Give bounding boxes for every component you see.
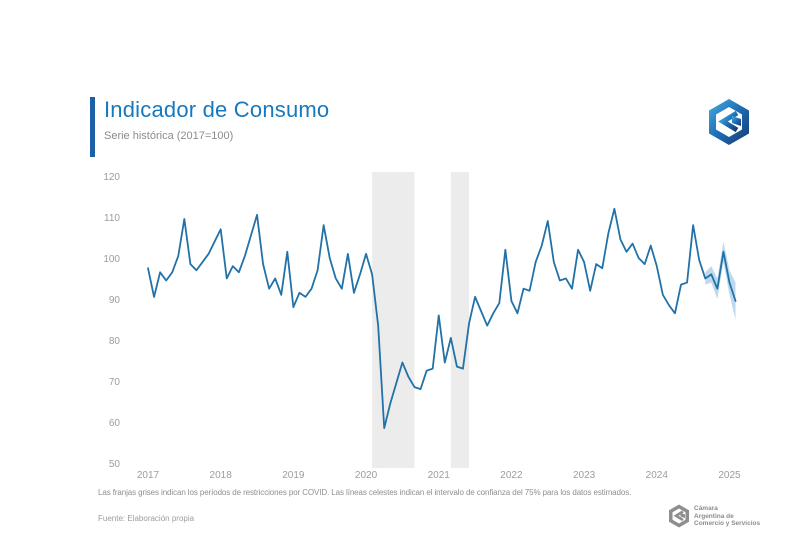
- x-tick-label: 2019: [282, 470, 305, 481]
- x-tick-label: 2020: [354, 470, 378, 481]
- cac-footer-logo-text: Cámara Argentina de Comercio y Servicios: [694, 504, 760, 528]
- chart-footnote: Las franjas grises indican los períodos …: [98, 488, 632, 497]
- covid-band: [450, 172, 470, 468]
- title-accent-bar: [90, 97, 95, 157]
- x-tick-label: 2021: [427, 470, 450, 481]
- x-tick-label: 2024: [645, 470, 668, 481]
- y-tick-label: 100: [103, 254, 120, 265]
- cac-hexagon-logo-icon: [709, 99, 749, 145]
- x-tick-label: 2022: [500, 470, 523, 481]
- cac-footer-logo: Cámara Argentina de Comercio y Servicios: [668, 504, 760, 528]
- cac-hexagon-logo-small-icon: [669, 504, 689, 528]
- y-tick-label: 90: [108, 295, 120, 306]
- y-axis: 120 110 100 90 80 70 60 50: [86, 170, 120, 470]
- line-chart-canvas: [147, 172, 737, 468]
- source-note: Fuente: Elaboración propia: [98, 514, 195, 523]
- cac-logo-line1: Cámara: [694, 505, 718, 512]
- cac-logo-line2: Argentina de: [694, 512, 734, 520]
- x-tick-label: 2023: [572, 470, 596, 481]
- y-tick-label: 50: [108, 459, 120, 470]
- x-tick-label: 2025: [718, 470, 741, 481]
- confidence-band: [705, 241, 736, 320]
- cac-hexagon-logo: [707, 98, 751, 151]
- series-line: [147, 207, 737, 429]
- y-tick-label: 80: [108, 336, 120, 347]
- page-title: Indicador de Consumo: [104, 97, 330, 122]
- cac-logo-line3: Comercio y Servicios: [694, 520, 761, 527]
- x-tick-label: 2017: [136, 470, 160, 481]
- y-tick-label: 120: [103, 172, 120, 183]
- consumption-chart: [125, 170, 745, 470]
- y-tick-label: 110: [104, 213, 120, 224]
- y-tick-label: 60: [108, 418, 120, 429]
- covid-band: [372, 172, 415, 468]
- x-tick-label: 2018: [209, 470, 232, 481]
- y-tick-label: 70: [108, 377, 120, 388]
- page-subtitle: Serie histórica (2017=100): [104, 130, 234, 142]
- x-axis: 2017 2018 2019 2020 2021 2022 2023 2024 2025: [125, 470, 765, 484]
